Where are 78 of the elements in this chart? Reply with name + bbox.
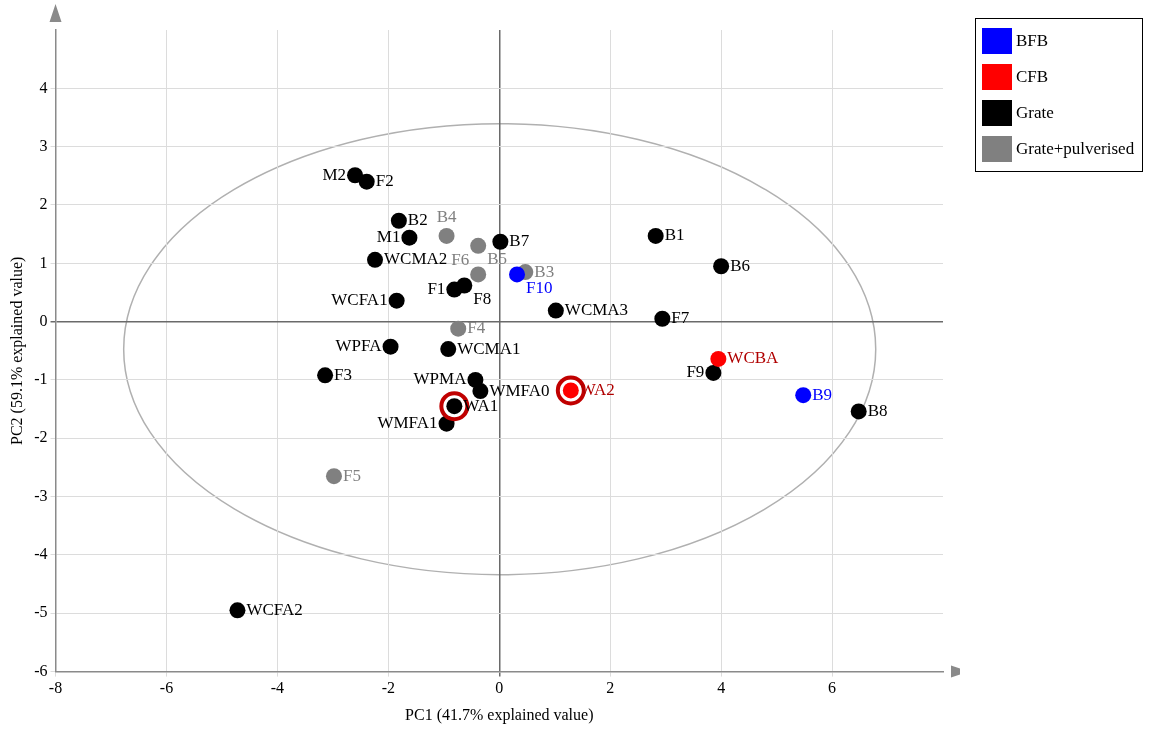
annotation: WPMA <box>413 369 468 389</box>
annotation: WPFA <box>335 336 383 356</box>
x-tick-label: -6 <box>159 679 174 697</box>
annotation: B9 <box>812 384 833 404</box>
point <box>401 229 418 246</box>
annotation: F3 <box>334 364 353 384</box>
x-tick-label: 6 <box>828 679 837 697</box>
legend-label: Grate+pulverised <box>1016 139 1135 159</box>
point <box>470 266 487 283</box>
y-tick-label: 0 <box>39 311 48 329</box>
annotation: F2 <box>375 171 394 191</box>
y-tick-label: -6 <box>34 661 48 679</box>
annotation: WCBA <box>727 348 780 368</box>
y-tick-label: 4 <box>39 78 48 96</box>
legend-label: Grate <box>1016 103 1054 123</box>
annotation: WCMA2 <box>384 249 448 269</box>
annotation: B7 <box>509 231 530 251</box>
y-axis-title: PC2 (59.1% explained value) <box>7 256 26 445</box>
y-tick-label: 2 <box>39 195 48 213</box>
point <box>850 403 867 420</box>
point <box>325 468 342 485</box>
point <box>470 237 487 254</box>
annotation: F5 <box>342 465 361 485</box>
annotation: F9 <box>686 362 705 382</box>
point <box>492 233 509 250</box>
annotation: F1 <box>427 279 446 299</box>
point <box>713 258 730 275</box>
point <box>547 302 564 319</box>
point <box>390 212 407 229</box>
y-tick-label: -3 <box>34 486 48 504</box>
y-tick-label: 1 <box>39 253 48 271</box>
point <box>358 173 375 190</box>
y-tick-label: 3 <box>39 136 48 154</box>
annotation: B6 <box>730 255 750 275</box>
x-tick-label: -2 <box>381 679 395 697</box>
annotation: B2 <box>407 210 428 230</box>
point <box>229 602 246 619</box>
annotation: WCFA2 <box>246 599 303 619</box>
point <box>438 227 455 244</box>
annotation: WCFA1 <box>331 290 388 310</box>
annotation: B8 <box>867 400 888 420</box>
point <box>382 338 399 355</box>
x-tick-label: -4 <box>270 679 285 697</box>
x-tick-label: 0 <box>495 679 504 697</box>
annotation: M1 <box>376 227 401 247</box>
point <box>317 367 334 384</box>
annotation: M2 <box>322 164 347 184</box>
annotation: F8 <box>473 288 492 308</box>
annotation: WCMA3 <box>564 300 629 320</box>
x-tick-label: -8 <box>48 679 63 697</box>
legend-label: BFB <box>1016 31 1049 51</box>
point <box>795 387 812 404</box>
y-tick-label: -1 <box>34 370 48 388</box>
point <box>647 227 664 244</box>
annotation: B4 <box>436 207 457 227</box>
point <box>367 251 384 268</box>
annotation: F6 <box>451 249 470 269</box>
annotation: WMFA1 <box>377 413 438 433</box>
point <box>509 266 526 283</box>
point <box>450 320 467 337</box>
point <box>472 383 489 400</box>
y-tick-label: -5 <box>34 603 48 621</box>
point <box>705 364 722 381</box>
x-tick-label: 2 <box>606 679 615 697</box>
y-tick-label: -2 <box>34 428 48 446</box>
legend-label: CFB <box>1016 67 1049 87</box>
point <box>654 310 671 327</box>
x-tick-label: 4 <box>717 679 726 697</box>
annotation: F4 <box>467 318 486 338</box>
point <box>440 341 457 358</box>
y-tick-label: -4 <box>34 545 48 563</box>
annotation: B5 <box>487 249 508 269</box>
annotation: B1 <box>664 225 685 245</box>
point <box>710 350 727 367</box>
point <box>388 292 405 309</box>
point <box>456 277 473 294</box>
x-axis-title: PC1 (41.7% explained value) <box>405 705 594 724</box>
point <box>347 167 364 184</box>
